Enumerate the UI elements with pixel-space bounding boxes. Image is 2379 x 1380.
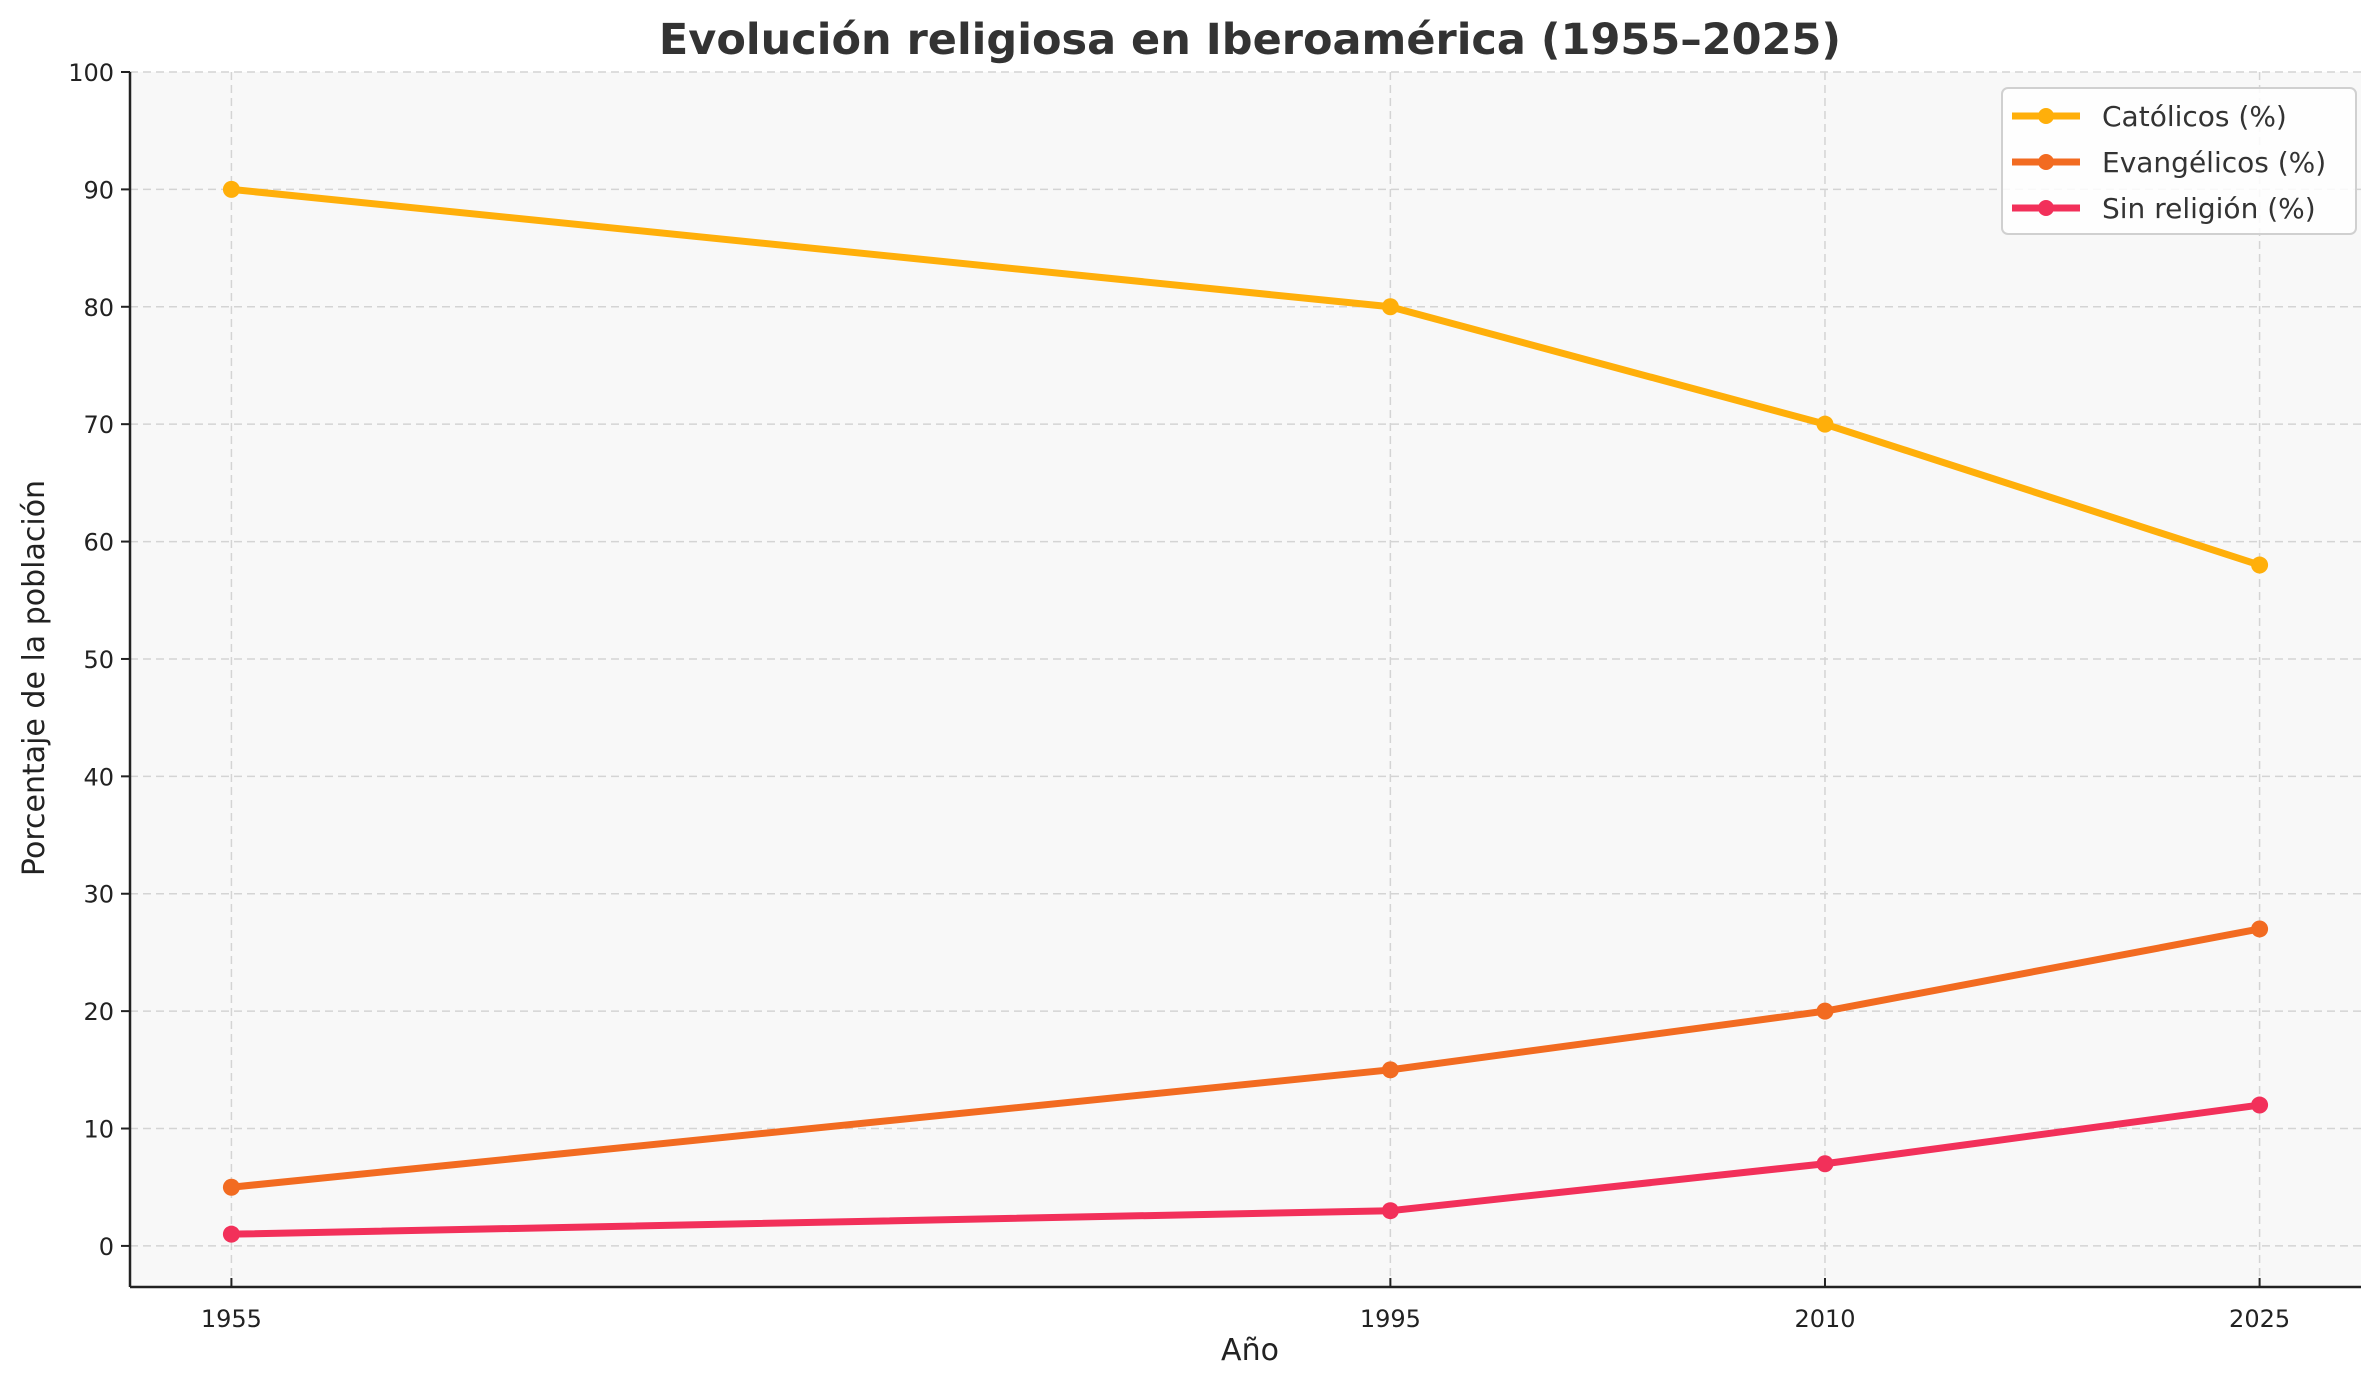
axes: 0 10 20 30 40 50 60 70 80 90 100 1955 1995 2010 2025 <box>68 59 2361 1333</box>
series-0 <box>222 180 2269 574</box>
data-point <box>222 1225 240 1243</box>
data-point <box>1381 298 1399 316</box>
plot-area <box>130 72 2361 1287</box>
data-point <box>2251 920 2269 938</box>
x-tick-label: 1955 <box>201 1305 262 1333</box>
y-tick-label: 100 <box>68 59 114 87</box>
data-point <box>222 180 240 198</box>
data-point <box>1816 1155 1834 1173</box>
x-tick-label: 1995 <box>1360 1305 1421 1333</box>
legend-item: Evangélicos (%) <box>2012 146 2326 179</box>
legend-item: Sin religión (%) <box>2012 192 2316 225</box>
y-tick-label: 0 <box>99 1233 114 1261</box>
legend-label: Sin religión (%) <box>2102 192 2316 225</box>
x-tick-label: 2025 <box>2229 1305 2290 1333</box>
y-tick-label: 60 <box>83 529 114 557</box>
chart-title: Evolución religiosa en Iberoamérica (195… <box>659 15 1841 65</box>
legend-marker <box>2038 200 2054 216</box>
legend-label: Evangélicos (%) <box>2102 146 2326 179</box>
legend-marker <box>2038 108 2054 124</box>
y-tick-label: 50 <box>83 646 114 674</box>
series-line <box>227 185 2264 569</box>
y-tick-label: 20 <box>83 998 114 1026</box>
grid <box>130 71 2361 1287</box>
x-axis-label: Año <box>1221 1333 1279 1368</box>
series-layer <box>222 180 2269 1243</box>
data-point <box>1816 1002 1834 1020</box>
y-tick-label: 80 <box>83 294 114 322</box>
series-line <box>227 1101 2264 1238</box>
y-tick-label: 40 <box>83 763 114 791</box>
legend-item: Católicos (%) <box>2012 100 2287 133</box>
legend-box <box>2001 87 2357 235</box>
y-axis-label: Porcentaje de la población <box>17 480 52 876</box>
y-tick-label: 10 <box>83 1116 114 1144</box>
data-point <box>1381 1061 1399 1079</box>
legend: Católicos (%) Evangélicos (%) Sin religión… <box>2001 87 2357 235</box>
legend-label: Católicos (%) <box>2102 100 2287 133</box>
legend-marker <box>2038 154 2054 170</box>
series-2 <box>222 1096 2269 1243</box>
data-point <box>2251 556 2269 574</box>
data-point <box>1816 415 1834 433</box>
data-point <box>2251 1096 2269 1114</box>
data-point <box>222 1178 240 1196</box>
series-line <box>227 925 2264 1191</box>
data-point <box>1381 1202 1399 1220</box>
x-tick-label: 2010 <box>1794 1305 1855 1333</box>
y-tick-label: 70 <box>83 411 114 439</box>
series-1 <box>222 920 2269 1196</box>
y-tick-label: 90 <box>83 176 114 204</box>
y-tick-label: 30 <box>83 881 114 909</box>
